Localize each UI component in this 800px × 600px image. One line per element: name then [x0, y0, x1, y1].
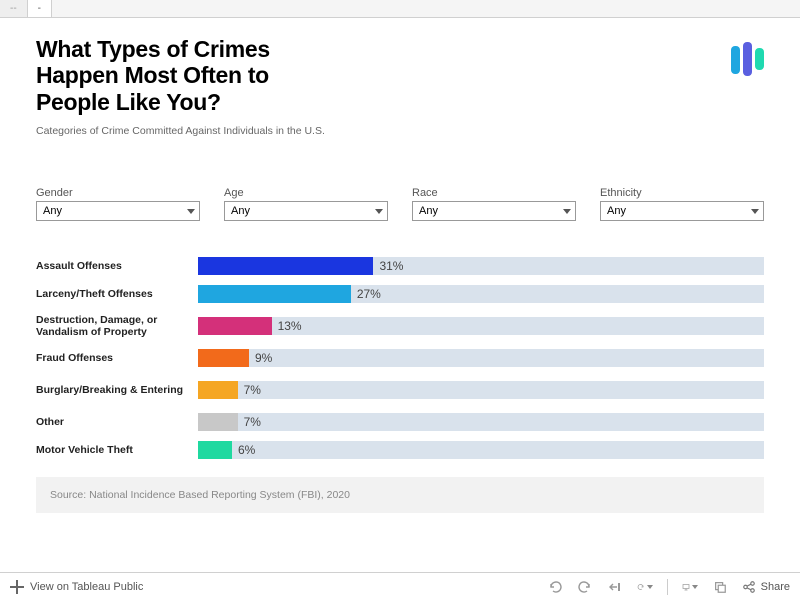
bar-fill[interactable]: [198, 349, 249, 367]
bar-value: 31%: [379, 259, 403, 273]
filter-dropdown-age[interactable]: Any: [224, 201, 388, 221]
filter-dropdown-gender[interactable]: Any: [36, 201, 200, 221]
share-button[interactable]: Share: [742, 580, 790, 594]
filter-label: Gender: [36, 187, 200, 199]
chevron-down-icon: [563, 209, 571, 214]
category-label: Fraud Offenses: [36, 352, 198, 364]
chevron-down-icon: [375, 209, 383, 214]
redo-icon[interactable]: [577, 579, 593, 595]
category-label: Destruction, Damage, or Vandalism of Pro…: [36, 314, 198, 338]
chart-row: Destruction, Damage, or Vandalism of Pro…: [36, 311, 764, 341]
bar-fill[interactable]: [198, 381, 238, 399]
filter-label: Race: [412, 187, 576, 199]
filter-value: Any: [231, 205, 250, 217]
share-icon: [742, 580, 756, 594]
chevron-down-icon: [647, 585, 653, 589]
filter-dropdown-race[interactable]: Any: [412, 201, 576, 221]
chart-row: Burglary/Breaking & Entering 7%: [36, 375, 764, 405]
chart-row: Fraud Offenses 9%: [36, 347, 764, 369]
tableau-icon: [10, 580, 24, 594]
view-on-tableau-link[interactable]: View on Tableau Public: [10, 580, 143, 594]
source-note: Source: National Incidence Based Reporti…: [36, 477, 764, 513]
bar-value: 27%: [357, 287, 381, 301]
filter-ethnicity: Ethnicity Any: [600, 187, 764, 221]
chart-row: Other 7%: [36, 411, 764, 433]
filter-value: Any: [419, 205, 438, 217]
footer-toolbar: View on Tableau Public Share: [0, 572, 800, 600]
share-label: Share: [761, 581, 790, 593]
filter-label: Age: [224, 187, 388, 199]
bar-value: 6%: [238, 443, 255, 457]
category-label: Assault Offenses: [36, 260, 198, 272]
chart-row: Larceny/Theft Offenses 27%: [36, 283, 764, 305]
tab-1[interactable]: -: [28, 0, 52, 17]
filter-value: Any: [607, 205, 626, 217]
chevron-down-icon: [692, 585, 698, 589]
chart-row: Assault Offenses 31%: [36, 255, 764, 277]
presentation-icon[interactable]: [682, 579, 698, 595]
page-title: What Types of Crimes Happen Most Often t…: [36, 36, 346, 115]
main-content: What Types of Crimes Happen Most Often t…: [0, 18, 800, 523]
divider: [667, 579, 668, 595]
undo-icon[interactable]: [547, 579, 563, 595]
refresh-icon[interactable]: [637, 579, 653, 595]
bar-track: 31%: [198, 257, 764, 275]
filter-gender: Gender Any: [36, 187, 200, 221]
chevron-down-icon: [187, 209, 195, 214]
filter-value: Any: [43, 205, 62, 217]
category-label: Larceny/Theft Offenses: [36, 288, 198, 300]
bar-track: 7%: [198, 413, 764, 431]
bar-value: 7%: [244, 415, 261, 429]
tab-0[interactable]: --: [0, 0, 28, 17]
view-label: View on Tableau Public: [30, 581, 143, 593]
filter-age: Age Any: [224, 187, 388, 221]
filter-row: Gender Any Age Any Race Any Ethnicity Any: [36, 187, 764, 221]
chevron-down-icon: [751, 209, 759, 214]
bar-value: 13%: [278, 319, 302, 333]
crime-bar-chart: Assault Offenses 31% Larceny/Theft Offense…: [36, 255, 764, 461]
bar-value: 7%: [244, 383, 261, 397]
bar-value: 9%: [255, 351, 272, 365]
filter-race: Race Any: [412, 187, 576, 221]
bar-track: 9%: [198, 349, 764, 367]
filter-label: Ethnicity: [600, 187, 764, 199]
category-label: Other: [36, 416, 198, 428]
bar-fill[interactable]: [198, 441, 232, 459]
bar-fill[interactable]: [198, 285, 351, 303]
category-label: Burglary/Breaking & Entering: [36, 384, 198, 396]
logo-icon: [731, 40, 764, 76]
bar-track: 13%: [198, 317, 764, 335]
page-subtitle: Categories of Crime Committed Against In…: [36, 125, 346, 137]
bar-fill[interactable]: [198, 413, 238, 431]
revert-icon[interactable]: [607, 579, 623, 595]
filter-dropdown-ethnicity[interactable]: Any: [600, 201, 764, 221]
bar-fill[interactable]: [198, 317, 272, 335]
download-icon[interactable]: [712, 579, 728, 595]
bar-fill[interactable]: [198, 257, 373, 275]
chart-row: Motor Vehicle Theft 6%: [36, 439, 764, 461]
bar-track: 6%: [198, 441, 764, 459]
category-label: Motor Vehicle Theft: [36, 444, 198, 456]
bar-track: 7%: [198, 381, 764, 399]
tab-strip: -- -: [0, 0, 800, 18]
bar-track: 27%: [198, 285, 764, 303]
